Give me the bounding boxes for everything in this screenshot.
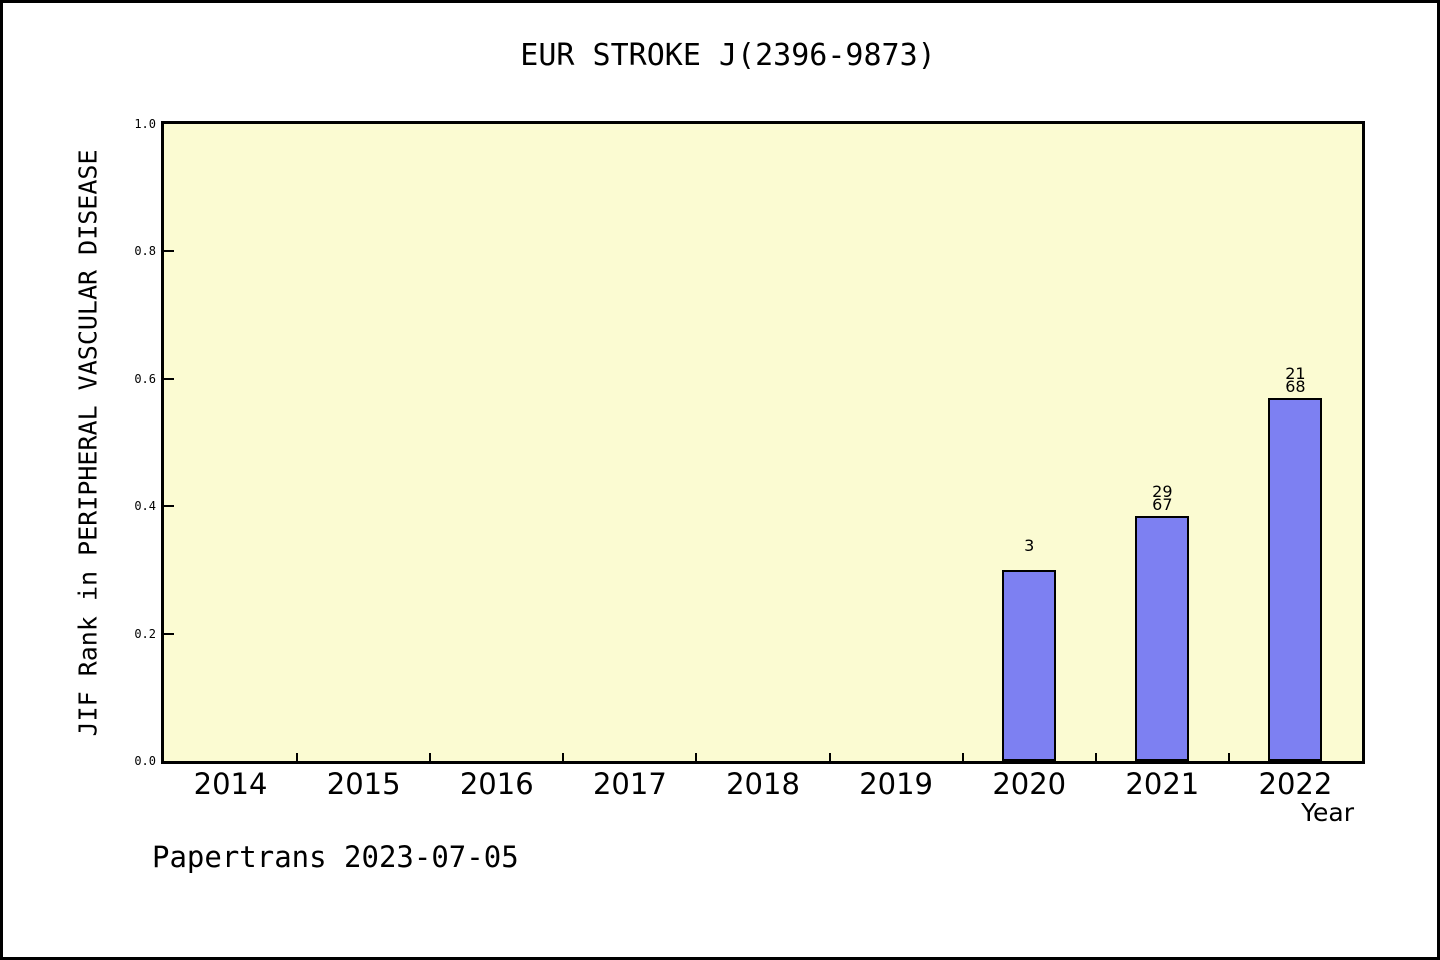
y-tick-label: 0.4 [134,499,156,514]
y-tick-label: 0.2 [134,626,156,641]
x-tick-label: 2014 [193,767,268,801]
chart-title: EUR STROKE J(2396-9873) [520,38,936,73]
footer-watermark: Papertrans 2023-07-05 [152,840,519,874]
x-tick-label: 2018 [726,767,800,801]
bar-value-line: 67 [1152,495,1173,514]
x-tick-mark [562,753,565,761]
y-tick-label: 0.6 [134,371,156,386]
plot-area: 3 29 67 21 68 [161,121,1365,764]
x-axis-tick-labels: 2014 2015 2016 2017 2018 2019 2020 2021 2022 [164,767,1362,803]
x-tick-mark [828,753,831,761]
y-tick-label: 0.0 [134,754,156,768]
bar-value-line: 21 [1285,364,1306,383]
x-tick-mark [695,753,698,761]
x-tick-label: 2021 [1125,767,1200,801]
bar-value-label: 3 [989,536,1069,566]
x-tick-label: 2020 [992,767,1067,801]
bar [1135,516,1190,761]
y-tick-mark [164,377,174,380]
y-tick-mark [164,250,174,253]
y-axis-label: JIF Rank in PERIPHERAL VASCULAR DISEASE [73,149,103,737]
y-tick-label: 1.0 [134,117,156,131]
bar [1002,570,1057,761]
x-tick-mark [1227,753,1230,761]
x-tick-label: 2015 [326,767,401,801]
bar-value-line: 68 [1285,377,1306,396]
x-axis-label: Year [1301,798,1354,827]
x-tick-label: 2022 [1258,767,1333,801]
y-tick-mark [164,505,174,508]
x-tick-mark [961,753,964,761]
x-tick-label: 2019 [859,767,934,801]
bar-value-label: 29 67 [1122,482,1202,514]
x-tick-mark [296,753,299,761]
plot-inner: 3 29 67 21 68 [164,124,1362,761]
x-tick-label: 2016 [459,767,534,801]
x-tick-mark [429,753,432,761]
x-tick-label: 2017 [592,767,667,801]
y-tick-label: 0.8 [134,244,156,259]
y-tick-mark [164,632,174,635]
bar [1268,398,1323,761]
bar-value-line: 29 [1152,482,1173,501]
x-tick-mark [1094,753,1097,761]
bar-value-label: 21 68 [1255,364,1335,396]
bar-value-line: 3 [1024,536,1035,555]
